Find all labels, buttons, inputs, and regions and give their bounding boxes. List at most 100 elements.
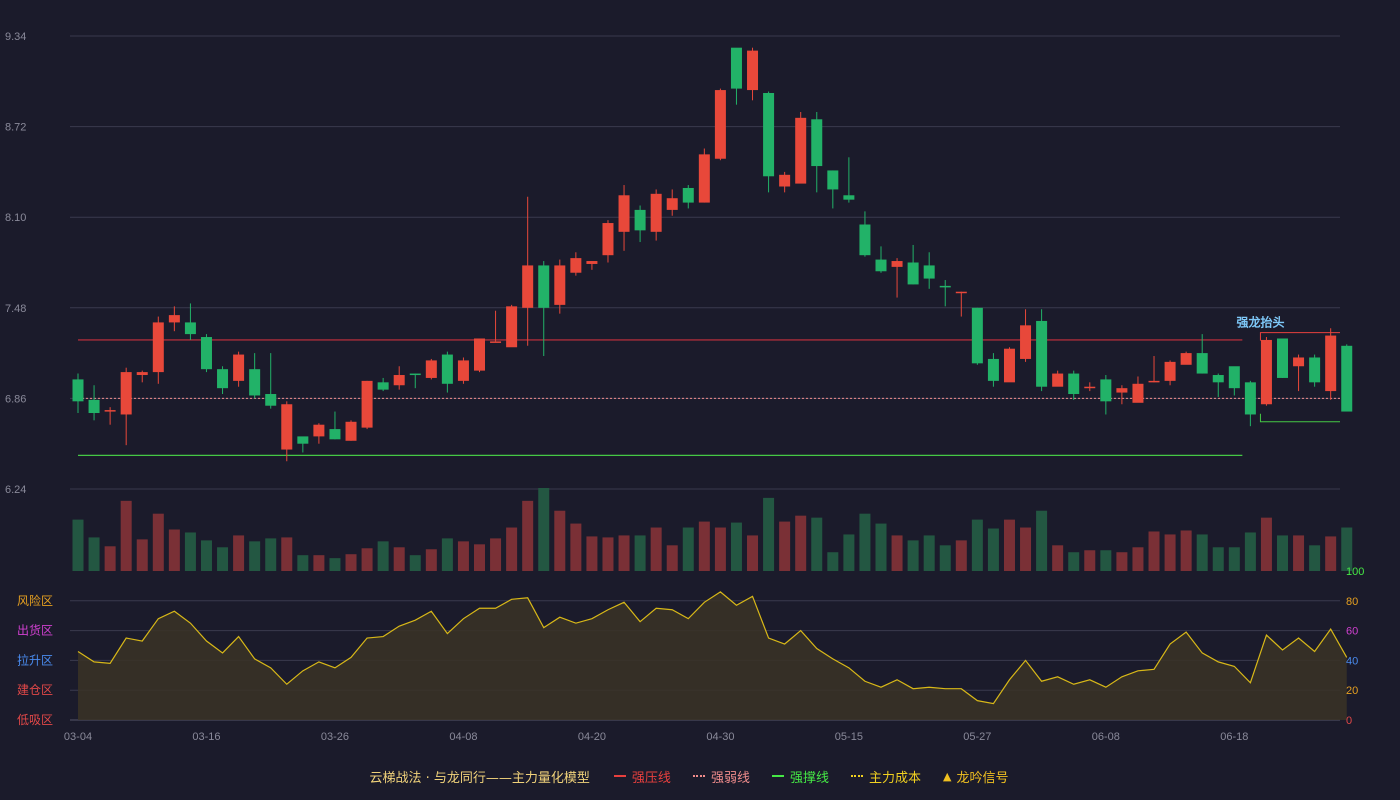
candle-body — [779, 174, 791, 187]
volume-bar — [827, 552, 839, 571]
volume-bar — [987, 528, 999, 571]
candle — [795, 111, 807, 184]
price-tick-label: 7.48 — [5, 303, 26, 315]
candle — [1309, 354, 1321, 387]
candle — [570, 252, 582, 276]
candle-body — [72, 379, 84, 402]
candle-body — [217, 369, 229, 389]
volume-bar — [457, 541, 469, 571]
candle — [1244, 380, 1256, 427]
candle-body — [1036, 320, 1048, 387]
indicator-line — [77, 591, 1348, 705]
candle-body — [1148, 380, 1160, 383]
candle — [634, 205, 646, 243]
candle — [1212, 373, 1224, 397]
candle-body — [763, 92, 775, 177]
candle-body — [747, 50, 759, 91]
x-tick-label: 03-26 — [321, 731, 349, 743]
candle-body — [1309, 357, 1321, 383]
volume-bar — [297, 555, 309, 571]
candle-body — [88, 399, 100, 414]
volume-bar — [1277, 535, 1288, 571]
volume-bar — [1325, 536, 1337, 571]
volume-bar — [88, 537, 100, 571]
candle-body — [120, 372, 132, 415]
candle — [811, 111, 823, 193]
annotation-label: 强龙抬头 — [1236, 315, 1284, 330]
legend-item-dragon-signal[interactable]: ▲ 龙吟信号 — [943, 767, 1008, 786]
legend-title: 云梯战法 · 与龙同行——主力量化模型 — [369, 770, 590, 786]
candle — [602, 220, 614, 263]
volume-bar — [265, 538, 277, 571]
price-tick-label: 6.86 — [5, 393, 26, 405]
candle — [1277, 338, 1288, 378]
candle-body — [811, 119, 823, 167]
legend-item-strength-line[interactable]: 强弱线 — [692, 767, 750, 786]
candle-body — [730, 47, 742, 89]
candle-body — [1244, 382, 1256, 415]
volume-bar — [1164, 534, 1176, 571]
candle — [297, 436, 309, 453]
candle-body — [1341, 345, 1353, 412]
indicator-series — [77, 591, 1348, 720]
candle-body — [152, 322, 164, 373]
candle — [1180, 351, 1192, 365]
legend: 云梯战法 · 与龙同行——主力量化模型 强压线 强弱线 强撑线 主力成本 ▲ 龙… — [0, 764, 1400, 788]
candle — [313, 423, 325, 444]
candle-body — [538, 265, 550, 308]
candle-body — [602, 223, 614, 256]
volume-bar — [747, 535, 759, 571]
legend-item-strong-support[interactable]: 强撑线 — [771, 767, 829, 786]
x-tick-label: 06-18 — [1220, 731, 1248, 743]
candle — [345, 420, 357, 441]
recent-pressure-box — [1259, 332, 1340, 341]
candle — [522, 196, 534, 346]
candle — [987, 353, 999, 387]
volume-bar — [200, 540, 212, 571]
candle — [1068, 370, 1080, 400]
candle — [618, 185, 630, 251]
candlestick-series — [72, 47, 1353, 462]
candle — [730, 47, 742, 105]
candle-body — [168, 315, 180, 323]
legend-item-main-cost[interactable]: 主力成本 — [850, 767, 921, 786]
candle — [377, 377, 389, 392]
candle — [281, 401, 293, 462]
candle — [1100, 375, 1112, 415]
volume-bar — [618, 535, 630, 571]
candle-body — [1212, 375, 1224, 383]
volume-bar — [1100, 550, 1112, 571]
volume-bar — [1228, 547, 1240, 571]
volume-bar — [120, 500, 132, 571]
candle-body — [393, 375, 405, 386]
volume-bar — [474, 544, 485, 571]
legend-label: 强压线 — [631, 770, 671, 786]
volume-bar — [795, 515, 807, 571]
volume-bar — [361, 548, 373, 571]
volume-bar — [1116, 552, 1128, 571]
candle-body — [281, 404, 293, 450]
volume-bar — [650, 527, 662, 571]
candle-body — [666, 198, 678, 210]
volume-bar — [522, 500, 534, 571]
candle-body — [1260, 339, 1272, 405]
candle-body — [843, 195, 855, 200]
indicator-tick-label: 60 — [1346, 626, 1358, 638]
candle — [265, 353, 277, 409]
zone-label: 低吸区 — [17, 713, 53, 727]
volume-bar — [602, 537, 614, 571]
zone-label: 出货区 — [17, 623, 53, 638]
candle — [425, 358, 437, 380]
volume-bar — [441, 538, 453, 571]
volume-bar — [939, 545, 951, 571]
legend-item-strong-pressure[interactable]: 强压线 — [613, 767, 671, 786]
candle — [184, 303, 196, 340]
candle — [72, 373, 84, 414]
volume-bar — [249, 541, 261, 571]
candle — [907, 244, 919, 285]
candle-body — [1084, 386, 1096, 389]
candle-body — [827, 170, 839, 190]
candle — [1196, 334, 1208, 374]
candle-body — [345, 421, 357, 441]
indicator-tick-label: 20 — [1346, 685, 1358, 697]
